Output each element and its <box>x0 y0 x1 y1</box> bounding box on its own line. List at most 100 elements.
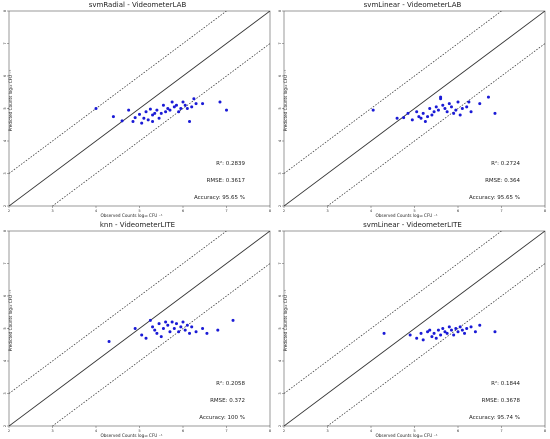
x-tick-label: 7 <box>500 429 502 433</box>
upper-bound-line <box>284 231 503 394</box>
data-point <box>458 325 462 329</box>
data-point <box>164 320 168 324</box>
data-point <box>434 336 438 340</box>
data-point <box>131 120 135 123</box>
x-tick-label: 4 <box>370 429 373 433</box>
r-squared-label: R²: 0.2724 <box>491 160 520 167</box>
x-tick-label: 8 <box>544 429 547 433</box>
x-tick-label: 3 <box>326 429 328 433</box>
data-point <box>406 111 410 115</box>
data-point <box>423 120 427 123</box>
chart-title: svmLinear - VideometerLAB <box>363 1 462 9</box>
identity-line <box>9 231 270 426</box>
scatter-plot: 2 3 4 5 6 7 8 2 3 4 5 6 7 8 Observed Counts log₁₀ CFU … <box>278 229 547 438</box>
x-tick-label: 6 <box>457 429 460 433</box>
y-tick-label: 7 <box>3 42 7 44</box>
x-tick-label: 3 <box>51 429 53 433</box>
data-point <box>185 323 189 327</box>
y-tick-label: 7 <box>278 262 282 264</box>
data-point <box>174 103 178 107</box>
data-point <box>417 115 421 119</box>
x-tick-label: 4 <box>95 429 98 433</box>
data-point <box>146 118 150 122</box>
scatter-plot: 2 3 4 5 6 7 8 2 3 4 5 6 7 8 Observed Counts log₁₀ CFU … <box>278 9 547 218</box>
x-tick-label: 6 <box>182 209 185 213</box>
data-point <box>382 331 386 335</box>
data-point <box>452 333 456 337</box>
data-point <box>454 108 458 112</box>
y-tick-label: 3 <box>278 392 282 394</box>
accuracy-label: Accuracy: 95.65 % <box>194 195 245 201</box>
y-axis-label: Predicted Counts log₁₀ CFU ⁻¹ <box>283 69 288 131</box>
data-point <box>395 116 399 120</box>
y-tick-label: 3 <box>278 172 282 174</box>
data-point <box>172 327 176 330</box>
data-point <box>161 327 165 330</box>
y-axis-label: Predicted Counts log₁₀ CFU ⁻¹ <box>8 69 13 131</box>
data-point <box>371 108 375 112</box>
data-point <box>432 110 436 114</box>
data-point <box>148 107 152 111</box>
data-point <box>216 328 220 332</box>
x-tick-label: 7 <box>225 209 227 213</box>
y-tick-label: 5 <box>278 107 282 109</box>
data-point <box>140 121 144 125</box>
data-point <box>445 331 449 335</box>
x-tick-label: 8 <box>269 209 272 213</box>
data-point <box>168 330 172 334</box>
data-point <box>478 102 482 106</box>
data-point <box>426 330 430 334</box>
data-point <box>140 333 144 337</box>
y-tick-label: 7 <box>3 262 7 264</box>
lower-bound-line <box>51 43 270 206</box>
data-point <box>402 116 406 120</box>
rmse-label: RMSE: 0.3617 <box>207 178 246 184</box>
data-point <box>447 325 451 329</box>
data-point <box>127 108 131 112</box>
data-point <box>153 328 157 332</box>
data-point <box>436 328 440 332</box>
x-tick-label: 2 <box>283 209 285 213</box>
lower-bound-line <box>326 43 545 206</box>
reference-lines <box>284 11 545 206</box>
data-point <box>174 322 178 326</box>
data-point <box>190 325 194 329</box>
data-point <box>231 318 235 322</box>
data-point <box>111 115 115 119</box>
y-tick-label: 4 <box>278 359 282 362</box>
x-axis-label: Observed Counts log₁₀ CFU ⁻¹ <box>375 433 437 438</box>
data-point <box>460 107 464 110</box>
data-point <box>151 325 155 329</box>
y-tick-label: 2 <box>278 205 282 207</box>
data-point <box>159 111 163 115</box>
data-point <box>157 116 161 120</box>
data-point <box>493 330 497 334</box>
data-point <box>410 118 414 122</box>
y-tick-label: 8 <box>278 9 282 12</box>
data-point <box>179 325 183 329</box>
x-axis-label: Observed Counts log₁₀ CFU ⁻¹ <box>375 213 437 218</box>
y-tick-label: 4 <box>3 139 7 142</box>
data-point <box>454 327 458 330</box>
data-point <box>415 110 419 114</box>
data-point <box>478 323 482 327</box>
lower-bound-line <box>51 263 270 426</box>
data-point <box>469 325 473 329</box>
data-point <box>201 327 205 330</box>
chart-panel-2: svmLinear - VideometerLAB 2 3 4 5 6 7 8 2 3 4 5 6 7 8… <box>275 0 550 219</box>
data-point <box>441 103 445 107</box>
data-point <box>430 335 434 339</box>
chart-panel-4: svmLinear - VideometerLITE 2 3 4 5 6 7 8 2 3 4 5 6 7… <box>275 220 550 439</box>
data-point <box>181 100 185 104</box>
data-point <box>456 330 460 334</box>
y-tick-label: 2 <box>3 425 7 427</box>
x-tick-label: 6 <box>457 209 460 213</box>
data-point <box>218 100 222 104</box>
data-point <box>164 110 168 114</box>
x-tick-label: 6 <box>182 429 185 433</box>
chart-panel-1: svmRadial - VideometerLAB 2 3 4 5 6 7 8 2 3 4 5 6 7 8… <box>0 0 275 219</box>
y-tick-label: 6 <box>278 294 282 297</box>
data-point <box>192 97 196 101</box>
x-tick-label: 8 <box>269 429 272 433</box>
y-tick-label: 6 <box>278 74 282 77</box>
